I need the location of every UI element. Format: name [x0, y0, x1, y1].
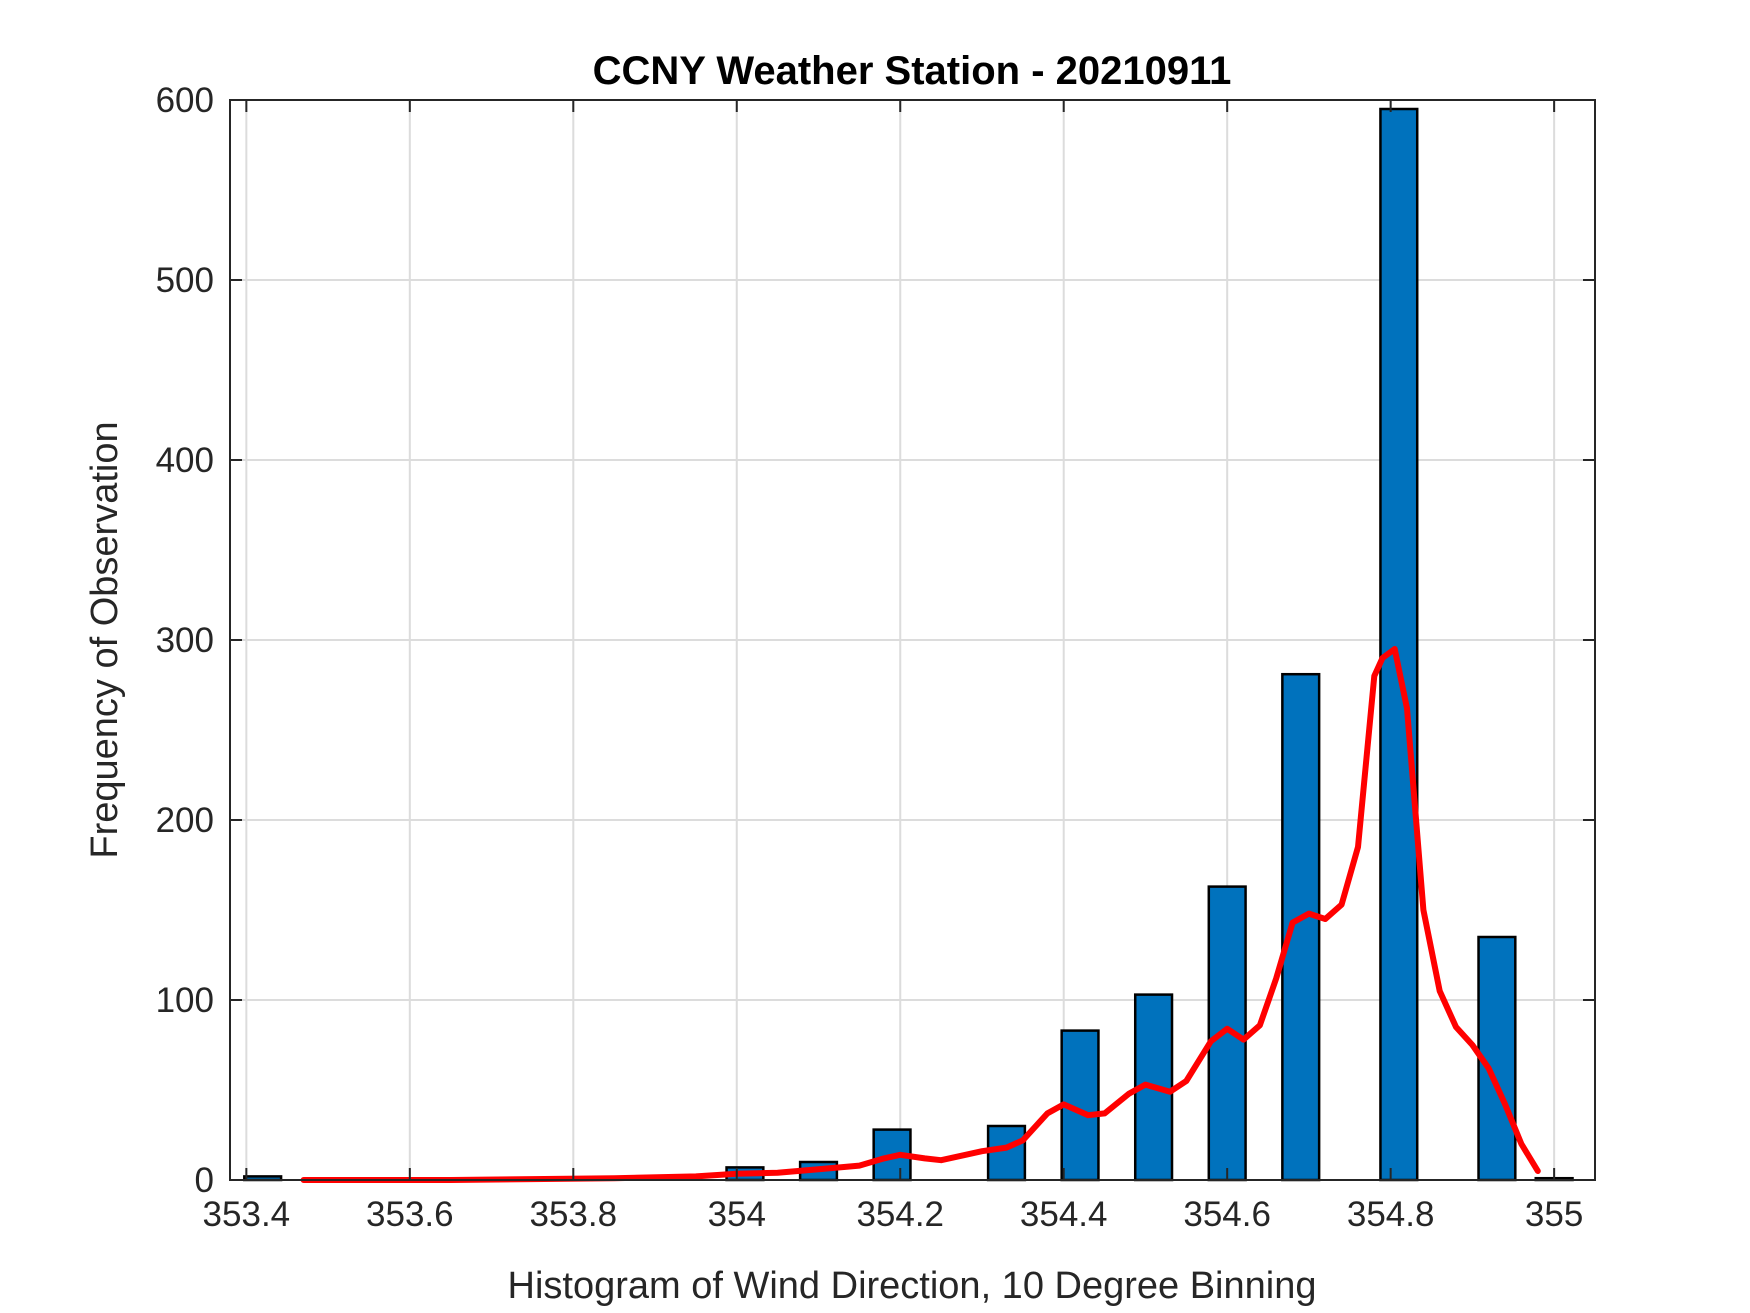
y-tick-label: 400 [156, 441, 214, 480]
y-tick-label: 300 [156, 621, 214, 660]
x-tick-label: 353.6 [366, 1195, 454, 1234]
x-tick-label: 354 [708, 1195, 766, 1234]
x-tick-label: 353.4 [203, 1195, 291, 1234]
histogram-bar [986, 1124, 1027, 1182]
y-tick-labels: 0 100 200 300 400 500 600 [156, 81, 214, 1200]
y-tick-label: 200 [156, 801, 214, 840]
x-tick-label: 354.8 [1347, 1195, 1435, 1234]
y-tick-label: 0 [195, 1161, 214, 1200]
histogram-bar [1207, 885, 1247, 1182]
x-tick-label: 354.4 [1020, 1195, 1108, 1234]
x-tick-labels: 353.4 353.6 353.8 354 354.2 354.4 354.6 354.8 35… [203, 1195, 1584, 1234]
x-tick-label: 354.6 [1183, 1195, 1271, 1234]
y-tick-label: 100 [156, 981, 214, 1020]
y-axis-label: Frequency of Observation [84, 421, 126, 858]
chart-title: CCNY Weather Station - 20210911 [593, 49, 1232, 93]
histogram-bar [1281, 672, 1321, 1182]
x-tick-label: 353.8 [529, 1195, 617, 1234]
density-curve-group [300, 646, 1541, 1183]
histogram-bar [1379, 107, 1419, 1182]
x-tick-label: 355 [1525, 1195, 1583, 1234]
x-tick-label: 354.2 [856, 1195, 944, 1234]
y-tick-label: 500 [156, 261, 214, 300]
y-tick-label: 600 [156, 81, 214, 120]
x-axis-label: Histogram of Wind Direction, 10 Degree B… [508, 1265, 1317, 1307]
tick-marks [230, 99, 1595, 1181]
density-curve [300, 646, 1541, 1183]
